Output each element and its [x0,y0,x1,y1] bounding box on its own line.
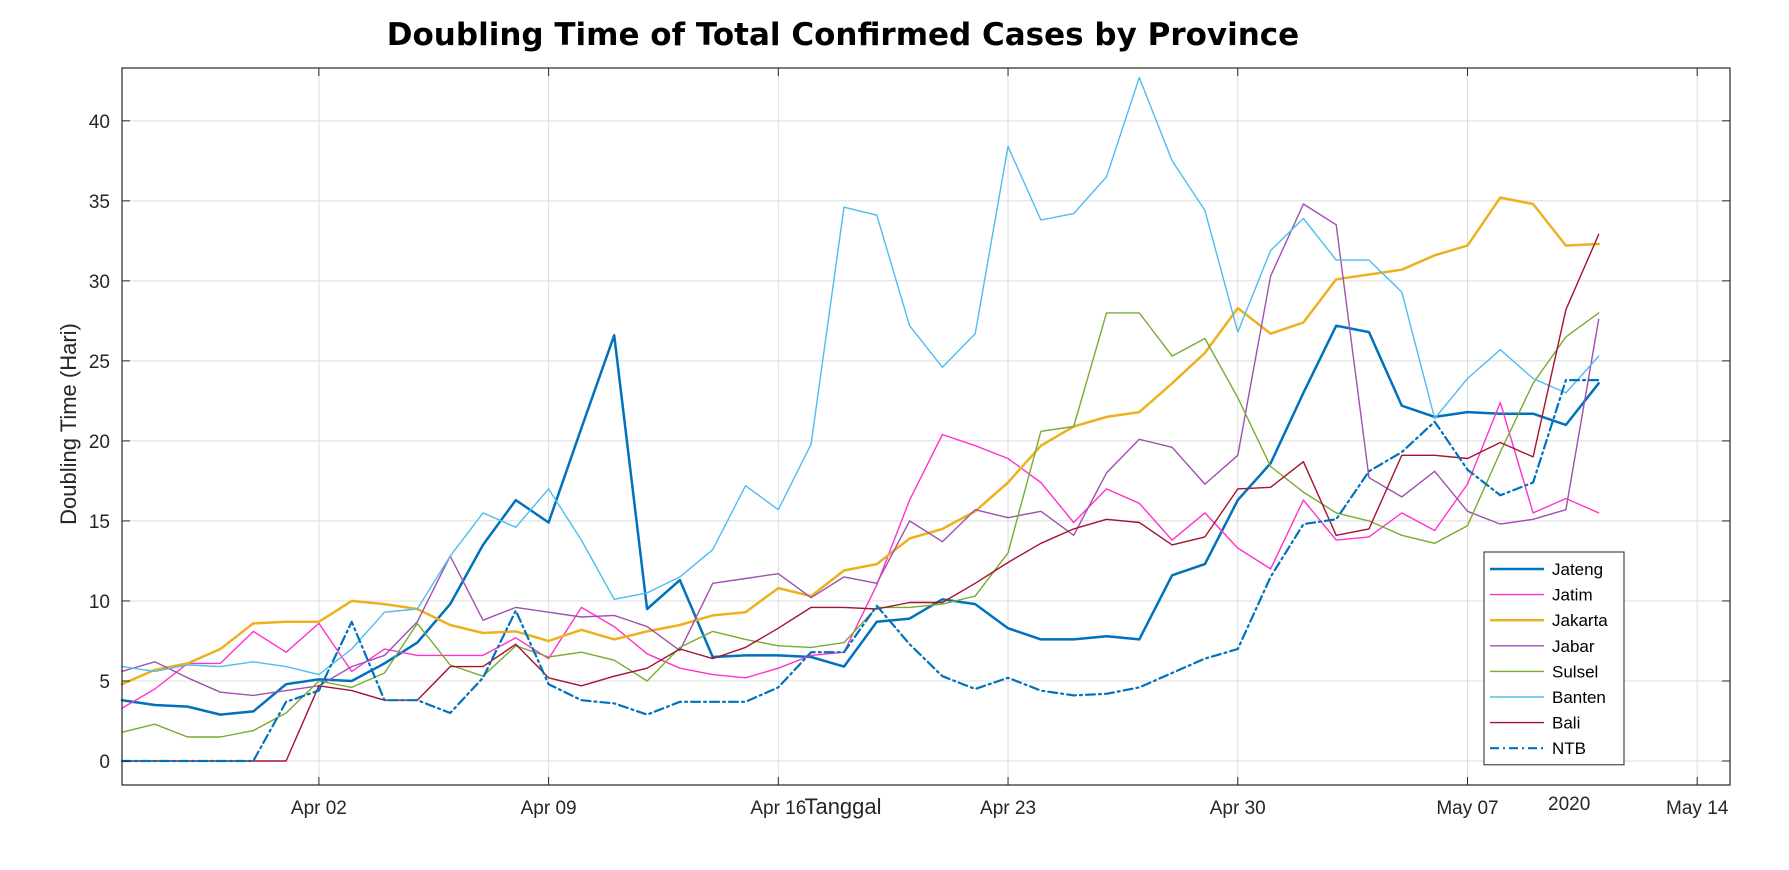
y-tick-label: 30 [89,272,110,293]
series-line-jabar [122,204,1599,695]
series-line-ntb [122,380,1599,761]
y-tick-label: 15 [89,512,110,533]
series-line-sulsel [122,313,1599,737]
series-line-bali [122,234,1599,761]
x-axis-label: Tanggal [804,794,881,819]
series-line-banten [122,78,1599,675]
legend-label-jateng: Jateng [1552,560,1603,579]
x-tick-label: May 14 [1666,798,1729,819]
legend-label-banten: Banten [1552,688,1606,707]
legend-label-ntb: NTB [1552,739,1586,758]
series-line-jatim [122,403,1599,709]
x-tick-label: Apr 16 [750,798,806,819]
y-tick-label: 20 [89,432,110,453]
legend: Jateng Jatim Jakarta Jabar Sulsel Banten Bali N… [1484,552,1624,765]
y-tick-label: 35 [89,192,110,213]
legend-label-jabar: Jabar [1552,637,1595,656]
x-tick-label: Apr 09 [521,798,577,819]
x-tick-label: Apr 02 [291,798,347,819]
legend-label-jatim: Jatim [1552,586,1593,605]
y-tick-label: 25 [89,352,110,373]
legend-box [1484,552,1624,765]
legend-label-jakarta: Jakarta [1552,611,1608,630]
y-tick-label: 0 [99,752,110,773]
legend-label-bali: Bali [1552,714,1580,733]
y-tick-label: 5 [99,672,110,693]
y-axis-label: Doubling Time (Hari) [56,323,81,525]
x-tick-label: May 07 [1436,798,1498,819]
chart-title: Doubling Time of Total Confirmed Cases b… [387,17,1299,53]
y-tick-label: 40 [89,112,110,133]
plot-lines [122,78,1599,761]
y-tick-label: 10 [89,592,110,613]
x-axis-year-label: 2020 [1548,794,1590,815]
legend-label-sulsel: Sulsel [1552,662,1598,681]
x-tick-label: Apr 30 [1210,798,1266,819]
x-tick-label: Apr 23 [980,798,1036,819]
